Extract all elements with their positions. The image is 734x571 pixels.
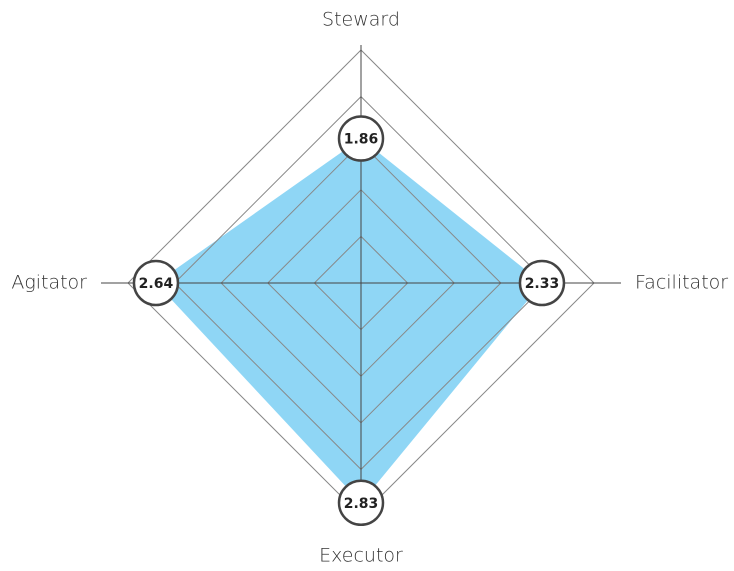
value-label: 1.86 [344, 132, 379, 148]
axis-label: Steward [322, 9, 400, 31]
value-marker [337, 115, 385, 162]
axis-label: Agitator [11, 272, 87, 294]
value-label: 2.64 [139, 276, 174, 292]
axis-label: Executor [319, 545, 403, 567]
value-label: 2.33 [525, 276, 560, 292]
radar-area [155, 138, 542, 503]
axis-label: Facilitator [635, 272, 728, 294]
value-marker [518, 259, 566, 307]
value-marker [132, 259, 180, 307]
value-marker [337, 479, 385, 527]
value-label: 2.83 [344, 496, 379, 512]
